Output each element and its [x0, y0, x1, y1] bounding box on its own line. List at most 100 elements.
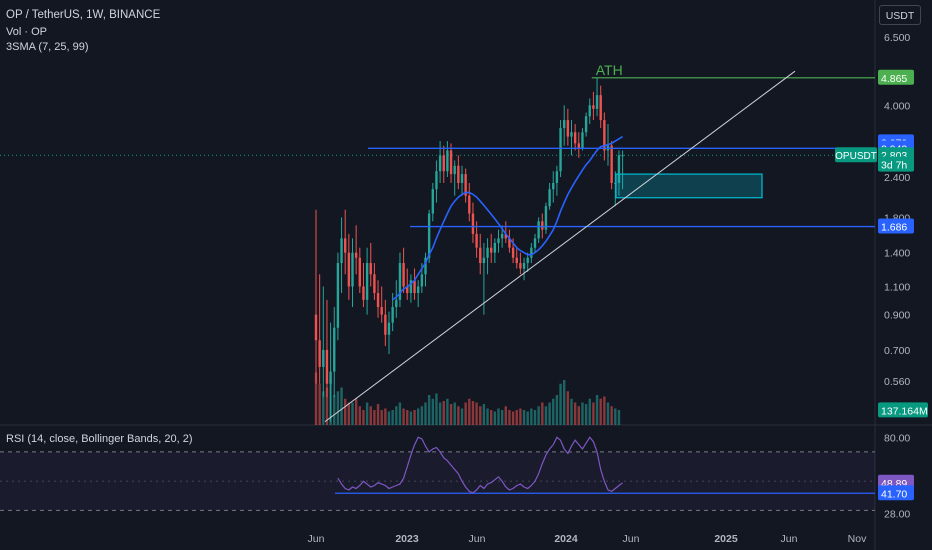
- volume-bar: [344, 398, 347, 425]
- volume-bar: [533, 410, 537, 425]
- sma-line: [392, 135, 624, 301]
- currency-button[interactable]: USDT: [879, 5, 921, 25]
- volume-bar: [563, 380, 566, 425]
- candle-body: [344, 238, 347, 253]
- volume-bar: [486, 408, 489, 425]
- candle-body: [333, 327, 336, 372]
- candle-body: [424, 257, 427, 275]
- volume-bar: [610, 406, 613, 425]
- candle-body: [552, 182, 555, 190]
- candle-body: [548, 189, 551, 207]
- volume-bar: [552, 398, 555, 425]
- volume-bar: [373, 410, 376, 425]
- volume-bar: [413, 410, 416, 425]
- candle-body: [573, 132, 577, 144]
- candle-body: [490, 247, 493, 253]
- candle-body: [406, 286, 409, 294]
- volume-bar: [617, 410, 621, 425]
- candle-body: [508, 238, 511, 248]
- volume-bar: [449, 404, 453, 425]
- volume-bar: [322, 391, 325, 425]
- volume-bar: [588, 398, 591, 425]
- candle-body: [526, 257, 529, 264]
- price-axis-tick-label: 0.900: [884, 310, 910, 322]
- volume-bar: [446, 398, 449, 425]
- candle-body: [617, 155, 621, 183]
- volume-bar: [365, 402, 369, 425]
- volume-bar: [493, 411, 497, 425]
- candle-body: [427, 213, 431, 258]
- rsi-legend: RSI (14, close, Bollinger Bands, 20, 2): [6, 433, 193, 445]
- symbol-price-tag: OPUSDT: [835, 151, 877, 162]
- target-box: [615, 173, 763, 199]
- candle-body: [376, 293, 380, 308]
- volume-bar: [541, 402, 544, 425]
- candle-body: [365, 263, 369, 300]
- candle-body: [544, 206, 548, 230]
- rsi-value-tag-bg: [878, 485, 914, 501]
- volume-bar: [464, 402, 467, 425]
- volume-bar: [442, 401, 445, 425]
- candle-body: [340, 238, 343, 264]
- candle-body: [431, 189, 434, 214]
- volume-bar: [409, 411, 413, 425]
- volume-bar: [457, 406, 460, 425]
- price-tag-label: 4.865: [881, 73, 907, 85]
- volume-bar: [336, 391, 340, 425]
- rsi-axis-tick-label: 28.00: [884, 508, 910, 520]
- candle-body: [395, 299, 398, 308]
- candle-body: [614, 182, 617, 184]
- price-axis-tick-label: 0.560: [884, 376, 910, 388]
- candle-body: [555, 171, 559, 183]
- sma-legend: 3SMA (7, 25, 99): [6, 41, 89, 53]
- price-axis-tick-label: 1.100: [884, 281, 910, 293]
- candle-body: [347, 252, 351, 287]
- candle-body: [584, 116, 588, 133]
- time-axis-tick-label: Jun: [469, 533, 486, 545]
- volume-bar: [384, 408, 387, 425]
- volume-bar: [614, 408, 617, 425]
- time-axis-tick-label: Jun: [308, 533, 325, 545]
- volume-bar: [581, 402, 584, 425]
- candle-body: [391, 307, 394, 323]
- volume-bar: [522, 410, 526, 425]
- candle-body: [493, 242, 497, 253]
- volume-bar: [395, 406, 398, 425]
- volume-bar: [380, 410, 383, 425]
- candle-body: [351, 252, 354, 287]
- rsi-line: [337, 436, 623, 494]
- candle-body: [500, 233, 504, 239]
- candle-body: [435, 171, 438, 190]
- candle-body: [449, 150, 453, 175]
- candle-body: [471, 213, 475, 234]
- volume-bar: [526, 411, 529, 425]
- candle-body: [603, 120, 606, 151]
- volume-bar: [435, 393, 438, 425]
- price-tag-label: 137.164M: [881, 405, 928, 417]
- volume-bar: [603, 396, 606, 425]
- time-axis-tick-label: Nov: [848, 533, 867, 545]
- candle-body: [336, 263, 340, 328]
- candle-body: [468, 195, 471, 214]
- candle-body: [533, 238, 537, 248]
- candle-body: [511, 247, 515, 258]
- candle-body: [417, 286, 420, 294]
- candle-body: [460, 174, 464, 183]
- candle-body: [479, 247, 482, 264]
- symbol-title: OP / TetherUS, 1W, BINANCE: [6, 9, 161, 21]
- candle-body: [497, 238, 500, 243]
- candle-body: [318, 340, 321, 367]
- volume-bar: [595, 395, 599, 425]
- volume-bar: [351, 402, 354, 425]
- candle-body: [369, 263, 372, 275]
- rsi-axis-tick-label: 80.00: [884, 432, 910, 444]
- volume-bar: [544, 406, 548, 425]
- candle-body: [402, 263, 405, 287]
- volume-bar: [515, 410, 518, 425]
- candle-body: [559, 128, 562, 172]
- candle-body: [599, 95, 602, 121]
- time-axis-tick-label: Jun: [781, 533, 798, 545]
- volume-bar: [504, 406, 507, 425]
- volume-bar: [511, 411, 515, 425]
